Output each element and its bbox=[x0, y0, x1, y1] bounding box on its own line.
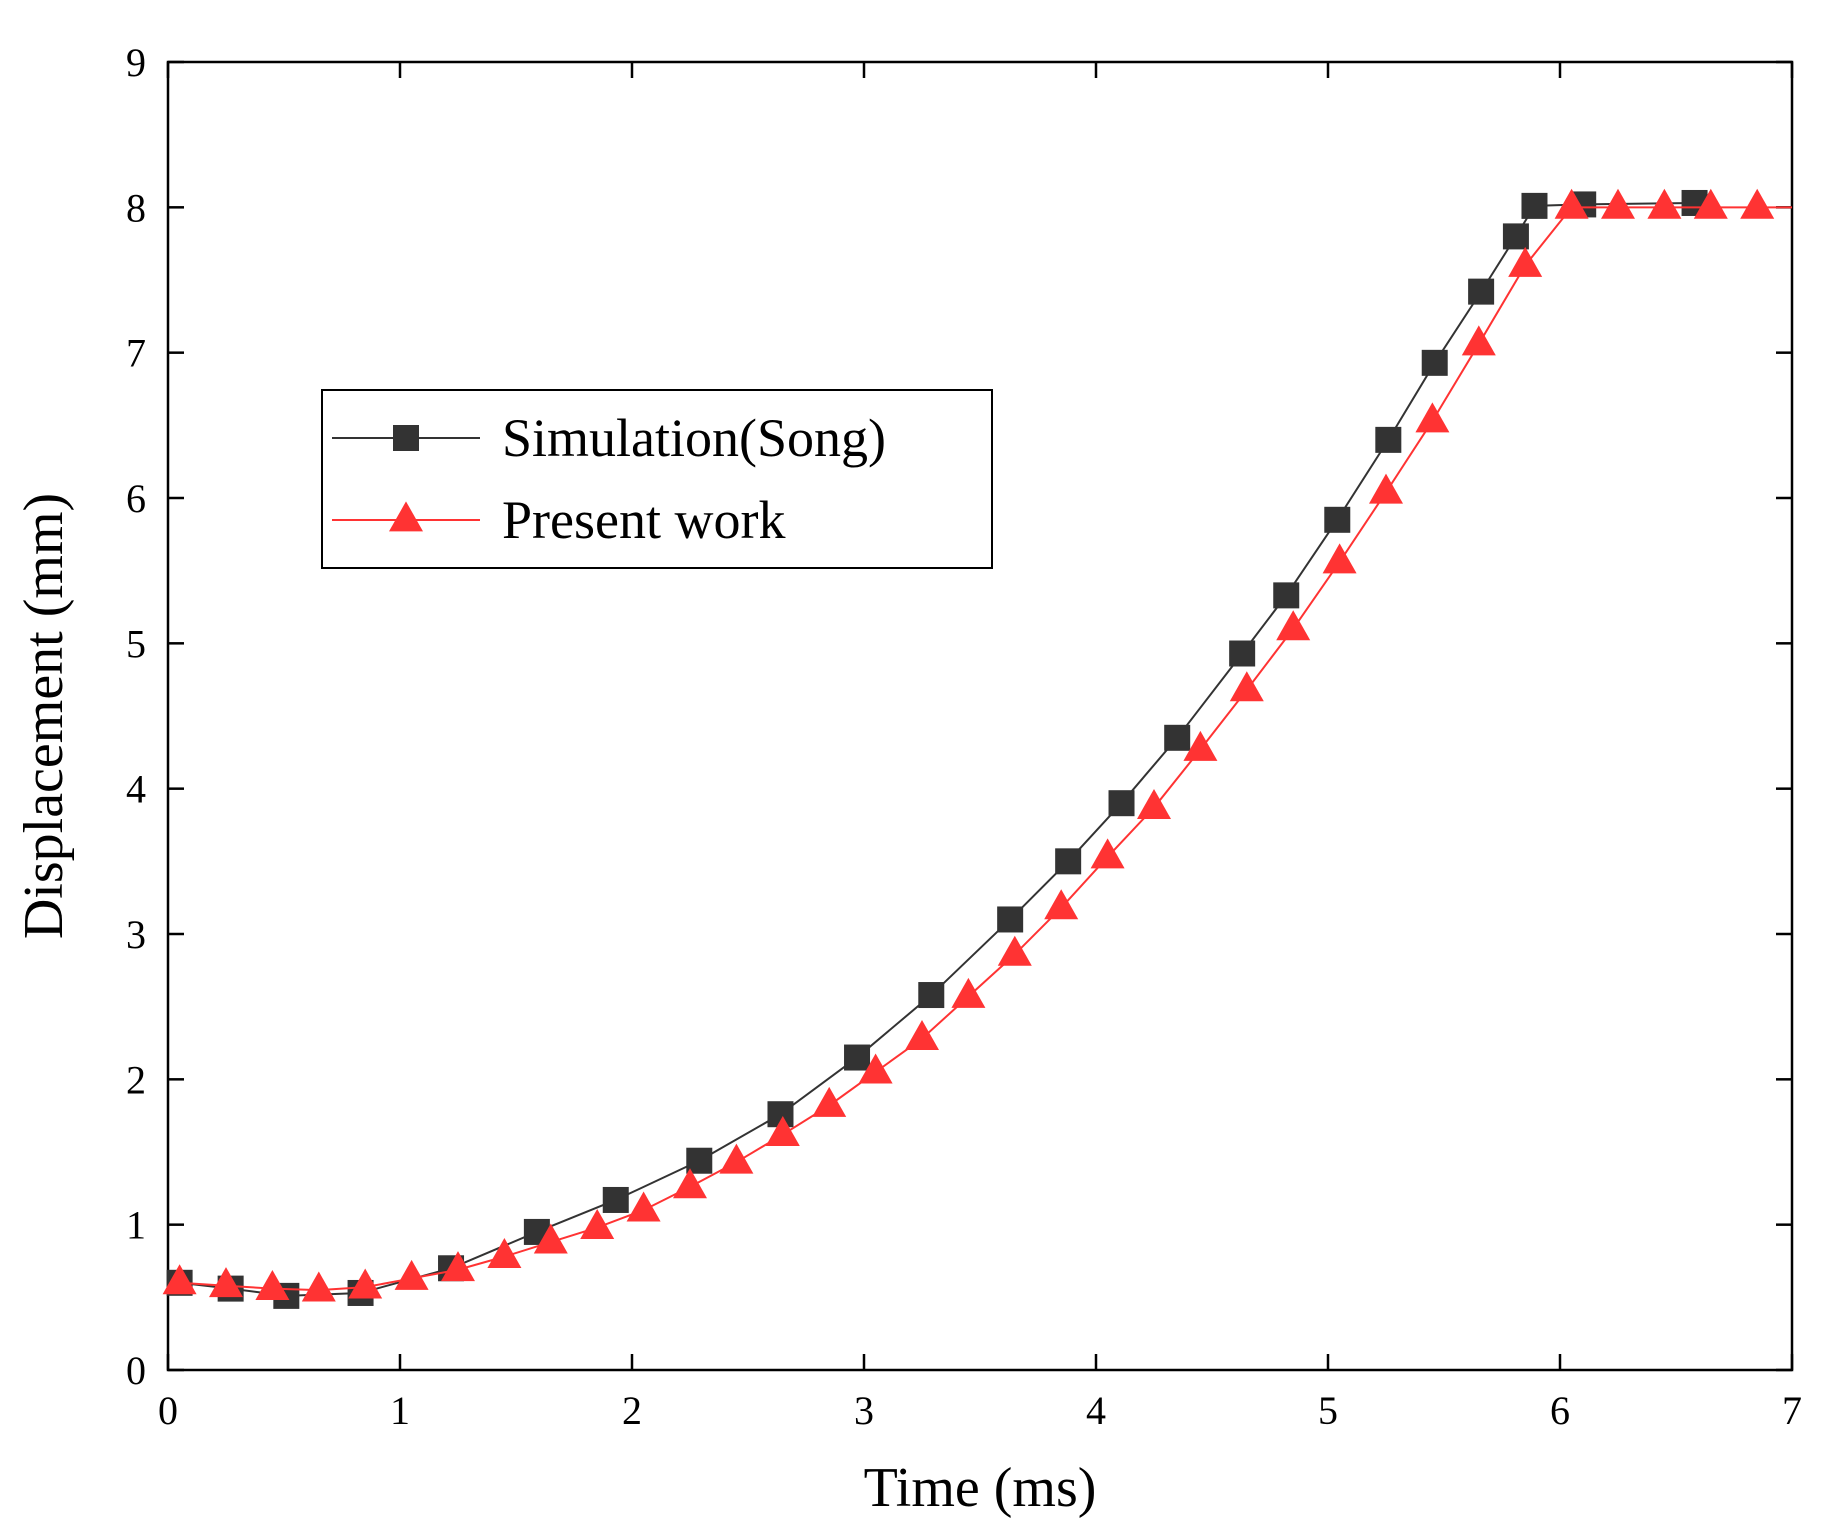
legend: Simulation(Song) Present work bbox=[321, 389, 993, 569]
data-point bbox=[1601, 188, 1635, 219]
data-point bbox=[951, 977, 986, 1008]
legend-marker-shape bbox=[393, 425, 419, 451]
y-tick-label: 3 bbox=[126, 912, 146, 957]
x-tick-label: 6 bbox=[1550, 1388, 1570, 1433]
data-point bbox=[348, 1268, 383, 1299]
data-point bbox=[441, 1251, 475, 1282]
y-tick-label: 9 bbox=[126, 40, 146, 85]
data-point bbox=[858, 1053, 893, 1084]
data-point bbox=[765, 1115, 800, 1146]
data-point bbox=[1421, 349, 1448, 376]
data-point bbox=[1461, 325, 1496, 356]
data-point bbox=[1164, 724, 1191, 751]
x-axis-title: Time (ms) bbox=[864, 1457, 1097, 1519]
data-point bbox=[1468, 278, 1495, 305]
data-point bbox=[997, 906, 1024, 933]
x-tick-label: 5 bbox=[1318, 1388, 1338, 1433]
data-point bbox=[1044, 889, 1079, 920]
x-tick-label: 1 bbox=[390, 1388, 410, 1433]
x-tick-label: 3 bbox=[854, 1388, 874, 1433]
data-point bbox=[1369, 473, 1403, 504]
legend-box bbox=[321, 389, 993, 569]
y-tick-label: 4 bbox=[126, 767, 146, 812]
data-point bbox=[1375, 426, 1402, 453]
data-point bbox=[1322, 543, 1357, 574]
legend-label-simulation: Simulation(Song) bbox=[502, 408, 886, 468]
data-point bbox=[1273, 582, 1300, 609]
data-point bbox=[1137, 788, 1171, 819]
data-point bbox=[1276, 610, 1311, 641]
data-point bbox=[1324, 506, 1351, 533]
data-point bbox=[1693, 188, 1728, 219]
y-tick-label: 1 bbox=[126, 1203, 146, 1248]
data-point bbox=[487, 1238, 522, 1269]
data-point bbox=[1647, 188, 1682, 219]
data-point bbox=[1521, 192, 1548, 219]
legend-label-present-work: Present work bbox=[502, 490, 785, 550]
data-point bbox=[812, 1086, 847, 1117]
data-point bbox=[1740, 188, 1775, 219]
plot-frame bbox=[166, 60, 1794, 1372]
series-present-work bbox=[162, 188, 1792, 1302]
data-point bbox=[844, 1044, 871, 1071]
y-tick-label: 0 bbox=[126, 1348, 146, 1393]
legend-marker-present-work bbox=[389, 501, 423, 532]
data-point bbox=[1055, 848, 1082, 875]
data-point bbox=[626, 1191, 661, 1222]
data-point bbox=[1229, 640, 1256, 667]
data-point bbox=[918, 982, 945, 1009]
data-point bbox=[162, 1264, 197, 1295]
data-point bbox=[255, 1270, 290, 1301]
y-axis-title: Displacement (mm) bbox=[13, 493, 75, 939]
y-tick-label: 2 bbox=[126, 1057, 146, 1102]
data-point bbox=[905, 1020, 939, 1051]
data-point bbox=[719, 1143, 754, 1174]
data-point bbox=[1090, 838, 1125, 869]
data-point bbox=[602, 1186, 629, 1213]
x-tick-label: 0 bbox=[158, 1388, 178, 1433]
legend-marker-shape bbox=[389, 501, 423, 532]
plot-border bbox=[166, 60, 1794, 1372]
axis-ticks: 0 1 2 3 4 5 6 7 0 1 2 3 4 5 6 7 8 9 bbox=[126, 40, 1802, 1433]
data-point bbox=[394, 1259, 429, 1290]
data-point bbox=[301, 1271, 336, 1302]
data-point bbox=[580, 1208, 615, 1239]
data-point bbox=[1415, 402, 1450, 433]
data-point bbox=[997, 935, 1032, 966]
data-point bbox=[1108, 790, 1135, 817]
x-tick-label: 4 bbox=[1086, 1388, 1106, 1433]
x-tick-label: 7 bbox=[1782, 1388, 1802, 1433]
series-layer bbox=[162, 188, 1792, 1309]
data-point bbox=[1229, 671, 1264, 702]
data-point bbox=[1508, 246, 1543, 277]
y-tick-label: 7 bbox=[126, 331, 146, 376]
y-tick-label: 5 bbox=[126, 621, 146, 666]
legend-marker-simulation bbox=[393, 425, 419, 451]
data-point bbox=[1554, 188, 1589, 219]
y-tick-label: 6 bbox=[126, 476, 146, 521]
x-tick-label: 2 bbox=[622, 1388, 642, 1433]
data-point bbox=[673, 1168, 707, 1199]
y-tick-label: 8 bbox=[126, 185, 146, 230]
data-point bbox=[209, 1267, 243, 1298]
data-point bbox=[533, 1223, 568, 1254]
data-point bbox=[1183, 730, 1218, 761]
data-point bbox=[1502, 223, 1529, 250]
